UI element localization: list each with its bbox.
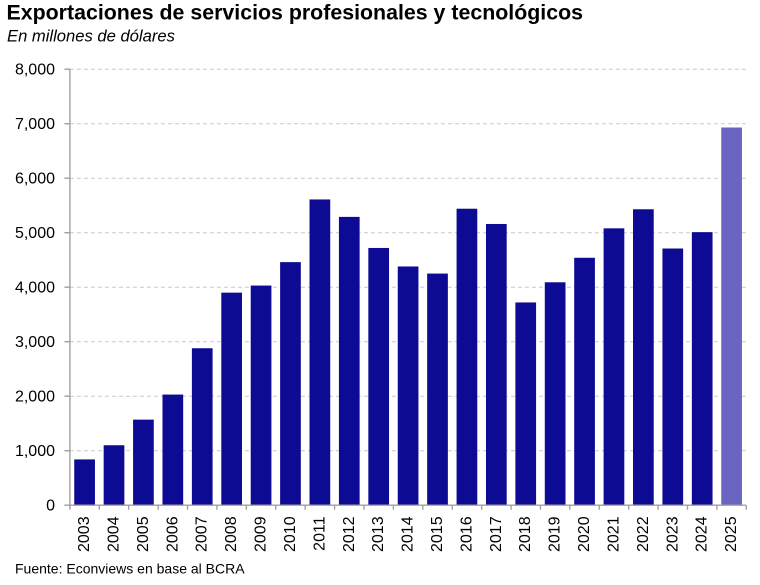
svg-text:En millones de dólares: En millones de dólares xyxy=(7,26,175,45)
svg-text:2007: 2007 xyxy=(194,516,211,552)
svg-text:2023: 2023 xyxy=(664,516,681,552)
svg-text:2018: 2018 xyxy=(517,516,534,552)
svg-text:2009: 2009 xyxy=(253,516,270,552)
svg-text:5,000: 5,000 xyxy=(15,225,55,242)
svg-text:2016: 2016 xyxy=(458,516,475,552)
svg-text:2011: 2011 xyxy=(311,516,328,551)
svg-text:2024: 2024 xyxy=(694,516,711,552)
svg-text:2004: 2004 xyxy=(106,516,123,552)
svg-text:2025: 2025 xyxy=(723,516,740,552)
svg-text:2020: 2020 xyxy=(576,516,593,552)
svg-text:2013: 2013 xyxy=(370,516,387,552)
svg-text:2014: 2014 xyxy=(400,516,417,552)
svg-text:2006: 2006 xyxy=(164,516,181,552)
svg-text:Fuente: Econviews en base al B: Fuente: Econviews en base al BCRA xyxy=(15,561,245,577)
svg-text:2012: 2012 xyxy=(341,516,358,552)
svg-text:0: 0 xyxy=(46,498,55,515)
svg-text:3,000: 3,000 xyxy=(15,334,55,351)
svg-text:6,000: 6,000 xyxy=(15,171,55,188)
svg-text:4,000: 4,000 xyxy=(15,280,55,297)
svg-text:2003: 2003 xyxy=(76,516,93,552)
svg-text:2010: 2010 xyxy=(282,516,299,552)
svg-text:8,000: 8,000 xyxy=(15,62,55,79)
svg-text:Exportaciones de servicios pro: Exportaciones de servicios profesionales… xyxy=(7,0,583,24)
svg-text:2021: 2021 xyxy=(605,516,622,552)
svg-text:1,000: 1,000 xyxy=(15,443,55,460)
svg-text:7,000: 7,000 xyxy=(15,116,55,133)
svg-text:2015: 2015 xyxy=(429,516,446,552)
svg-text:2022: 2022 xyxy=(635,516,652,552)
svg-text:2,000: 2,000 xyxy=(15,389,55,406)
svg-text:2019: 2019 xyxy=(547,516,564,552)
svg-text:2008: 2008 xyxy=(223,516,240,552)
svg-text:2017: 2017 xyxy=(488,516,505,552)
svg-text:2005: 2005 xyxy=(135,516,152,552)
